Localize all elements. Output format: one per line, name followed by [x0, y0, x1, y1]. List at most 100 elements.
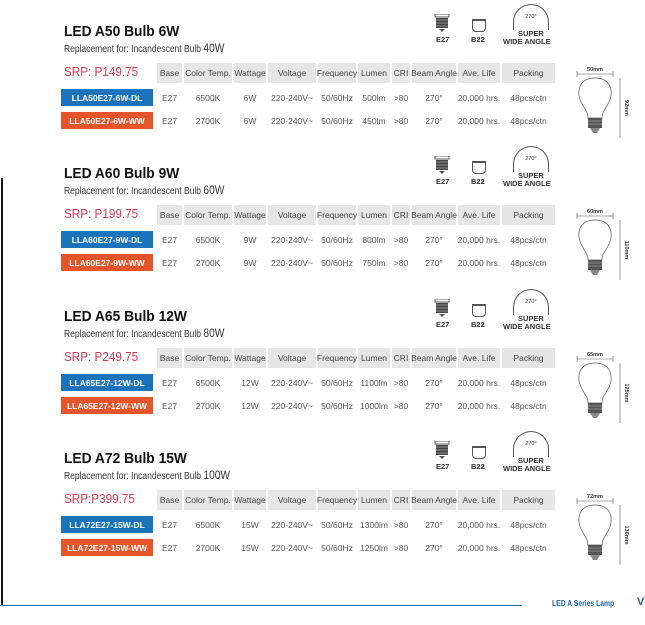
spec-cell: 220-240V~	[271, 377, 313, 388]
srp-price: SRP: P249.75	[64, 349, 139, 364]
spec-cell: >80	[393, 92, 409, 103]
replacement-wattage: 60W	[203, 183, 225, 197]
column-header: Voltage	[268, 63, 316, 83]
column-header: Beam Angle	[411, 490, 457, 510]
column-header: Frequency	[317, 490, 357, 510]
spec-cell: 270°	[425, 542, 443, 553]
spec-cell: 20,000 hrs.	[457, 257, 501, 268]
sku-badge: LLA65E27-12W-WW	[61, 397, 153, 414]
spec-cell: 48pcs/ctn	[510, 519, 547, 530]
height-dimension: 125mm	[623, 384, 629, 403]
b22-label: B22	[471, 462, 485, 471]
column-header: Wattage	[234, 63, 266, 83]
spec-cell: 220-240V~	[271, 542, 313, 553]
spec-cell: E27	[161, 377, 178, 388]
beam-angle-value: 270°	[525, 299, 537, 305]
left-border-line	[1, 178, 3, 606]
column-header: Voltage	[268, 490, 316, 510]
spec-cell: 15W	[241, 519, 259, 530]
replacement-note: Replacement for: Incandescent Bulb 40W	[64, 41, 224, 55]
spec-cell: 48pcs/ctn	[510, 542, 547, 553]
footer-label: LED A Series Lamp	[552, 599, 615, 608]
spec-cell: 50/60Hz	[321, 400, 353, 411]
wide-angle-label: WIDE ANGLE	[503, 322, 551, 331]
spec-cell: 50/60Hz	[321, 115, 353, 126]
sku-badge: LLA72E27-15W-DL	[61, 516, 153, 533]
replacement-label: Replacement for: Incandescent Bulb	[64, 44, 202, 55]
spec-cell: >80	[393, 257, 409, 268]
b22-base-icon	[472, 19, 486, 32]
width-dimension: 72mm	[587, 494, 603, 500]
column-header: Lumen	[358, 490, 390, 510]
spec-cell: 6W	[243, 92, 257, 103]
spec-cell: 1250lm	[360, 542, 388, 553]
column-header: Base	[157, 205, 182, 225]
column-header: Ave. Life	[458, 348, 500, 368]
spec-cell: 1000lm	[360, 400, 388, 411]
column-header: Beam Angle	[411, 205, 457, 225]
spec-cell: 500lm	[362, 92, 386, 103]
product-title: LED A60 Bulb 9W	[64, 165, 180, 182]
wide-angle-label: WIDE ANGLE	[503, 179, 551, 188]
product-title: LED A72 Bulb 15W	[64, 450, 187, 467]
spec-cell: 48pcs/ctn	[510, 115, 547, 126]
spec-cell: >80	[393, 400, 409, 411]
spec-cell: E27	[161, 92, 178, 103]
spec-cell: >80	[393, 542, 409, 553]
replacement-label: Replacement for: Incandescent Bulb	[64, 329, 202, 340]
e27-label: E27	[436, 35, 450, 44]
column-header: Packing	[502, 63, 555, 83]
spec-cell: 12W	[241, 377, 259, 388]
spec-cell: 15W	[241, 542, 259, 553]
spec-cell: 270°	[425, 400, 443, 411]
beam-angle-value: 270°	[525, 156, 537, 162]
column-header: Packing	[502, 205, 555, 225]
column-header: Lumen	[358, 63, 390, 83]
wide-angle-label: WIDE ANGLE	[503, 464, 551, 473]
e27-base-icon	[434, 441, 450, 459]
replacement-note: Replacement for: Incandescent Bulb 100W	[64, 468, 230, 482]
spec-cell: 220-240V~	[271, 519, 313, 530]
spec-cell: E27	[161, 234, 178, 245]
column-header: Lumen	[358, 205, 390, 225]
srp-price: SRP: P199.75	[64, 206, 139, 221]
spec-cell: 220-240V~	[271, 400, 313, 411]
height-dimension: 136mm	[623, 526, 629, 545]
spec-cell: 270°	[425, 377, 443, 388]
column-header: Base	[157, 348, 182, 368]
column-header: CRI	[392, 63, 410, 83]
b22-label: B22	[471, 35, 485, 44]
replacement-wattage: 80W	[203, 326, 225, 340]
beam-angle-icon: 270°	[513, 289, 549, 315]
spec-cell: 270°	[425, 115, 443, 126]
beam-angle-icon: 270°	[513, 431, 549, 457]
column-header: CRI	[392, 205, 410, 225]
spec-cell: 220-240V~	[271, 92, 313, 103]
spec-cell: 6W	[243, 115, 257, 126]
spec-cell: 20,000 hrs.	[457, 519, 501, 530]
footer-logo-mark: V	[637, 596, 645, 608]
b22-base-icon	[472, 304, 486, 317]
spec-cell: 50/60Hz	[321, 542, 353, 553]
e27-base-icon	[434, 156, 450, 174]
spec-cell: >80	[393, 519, 409, 530]
spec-cell: 50/60Hz	[321, 92, 353, 103]
column-header: Packing	[502, 348, 555, 368]
width-dimension: 60mm	[587, 209, 603, 215]
spec-cell: 50/60Hz	[321, 377, 353, 388]
column-header: Base	[157, 63, 182, 83]
column-header: Beam Angle	[411, 348, 457, 368]
product-title: LED A65 Bulb 12W	[64, 308, 187, 325]
spec-cell: 20,000 hrs.	[457, 377, 501, 388]
bulb-dimension-diagram: 60mm 110mm	[576, 209, 629, 280]
spec-cell: 6500K	[195, 377, 221, 388]
column-header: Voltage	[268, 348, 316, 368]
bulb-dimension-diagram: 72mm 136mm	[576, 494, 629, 565]
spec-cell: 2700K	[195, 542, 221, 553]
column-header: Base	[157, 490, 182, 510]
e27-label: E27	[436, 177, 450, 186]
column-header: Frequency	[317, 63, 357, 83]
spec-cell: E27	[161, 257, 178, 268]
product-section: LED A72 Bulb 15W Replacement for: Incande…	[0, 427, 645, 567]
column-header: Lumen	[358, 348, 390, 368]
